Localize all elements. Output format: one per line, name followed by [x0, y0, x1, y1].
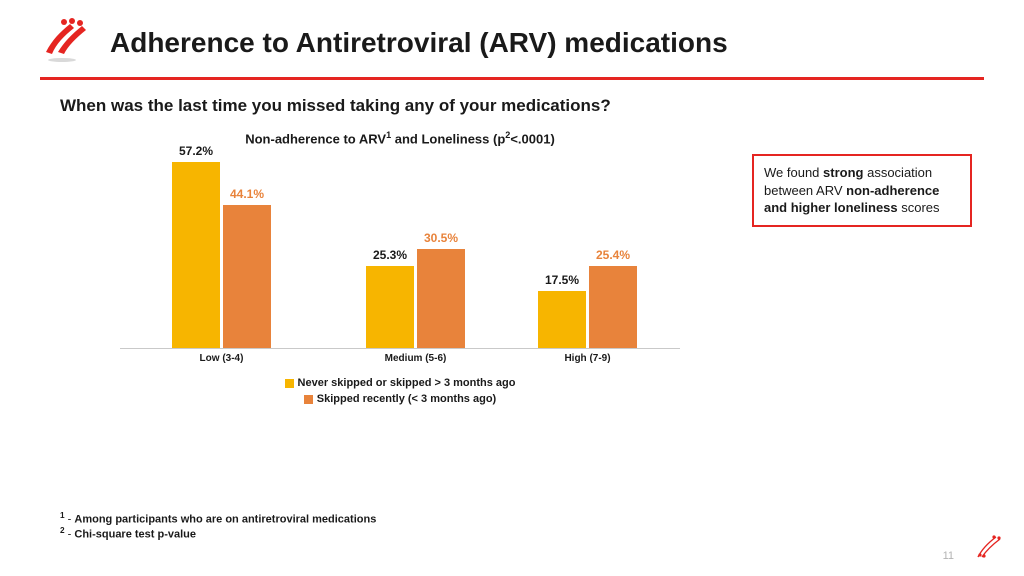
- bar: 57.2%: [172, 162, 220, 348]
- chart-legend: Never skipped or skipped > 3 months ago S…: [120, 375, 680, 407]
- bar-group: 25.3%30.5%: [366, 249, 465, 348]
- callout-text: strong: [823, 165, 863, 180]
- bar: 25.3%: [366, 266, 414, 348]
- callout-text: scores: [898, 200, 940, 215]
- callout-text: We found: [764, 165, 823, 180]
- legend-row: Never skipped or skipped > 3 months ago: [120, 375, 680, 391]
- footnote: 1 - Among participants who are on antire…: [60, 511, 376, 526]
- bar-value-label: 57.2%: [179, 144, 213, 158]
- bar-value-label: 17.5%: [545, 273, 579, 287]
- x-axis-category: Medium (5-6): [385, 353, 447, 364]
- bar-chart: Non-adherence to ARV1 and Loneliness (p2…: [120, 130, 680, 407]
- page-number: 11: [943, 550, 954, 562]
- bar-value-label: 30.5%: [424, 231, 458, 245]
- footer-decoration-icon: [972, 533, 1006, 566]
- bar: 44.1%: [223, 205, 271, 348]
- legend-row: Skipped recently (< 3 months ago): [120, 391, 680, 407]
- chart-plot-area: 57.2%44.1%25.3%30.5%17.5%25.4%: [120, 154, 680, 349]
- legend-label: Never skipped or skipped > 3 months ago: [298, 377, 516, 389]
- x-axis-category: High (7-9): [564, 353, 610, 364]
- bar: 30.5%: [417, 249, 465, 348]
- bar: 25.4%: [589, 266, 637, 349]
- chart-title-part: <.0001): [510, 131, 554, 146]
- bar-value-label: 44.1%: [230, 187, 264, 201]
- page-title: Adherence to Antiretroviral (ARV) medica…: [110, 27, 728, 59]
- ribbon-logo-icon: [40, 18, 96, 67]
- legend-swatch: [285, 379, 294, 388]
- bar-group: 17.5%25.4%: [538, 266, 637, 349]
- bar: 17.5%: [538, 291, 586, 348]
- bar-value-label: 25.3%: [373, 248, 407, 262]
- x-axis-category: Low (3-4): [200, 353, 244, 364]
- legend-label: Skipped recently (< 3 months ago): [317, 393, 496, 405]
- footnote: 2 - Chi-square test p-value: [60, 526, 376, 541]
- legend-swatch: [304, 395, 313, 404]
- bar-group: 57.2%44.1%: [172, 162, 271, 348]
- header-rule: [40, 77, 984, 80]
- chart-title-part: Non-adherence to ARV: [245, 131, 386, 146]
- finding-callout: We found strong association between ARV …: [752, 154, 972, 227]
- footnotes: 1 - Among participants who are on antire…: [60, 510, 376, 542]
- chart-title-part: and Loneliness (p: [391, 131, 505, 146]
- chart-x-axis: Low (3-4) Medium (5-6) High (7-9): [120, 349, 680, 369]
- bar-value-label: 25.4%: [596, 248, 630, 262]
- slide-header: Adherence to Antiretroviral (ARV) medica…: [0, 0, 1024, 77]
- content-area: When was the last time you missed taking…: [0, 96, 1024, 407]
- survey-question: When was the last time you missed taking…: [60, 96, 964, 116]
